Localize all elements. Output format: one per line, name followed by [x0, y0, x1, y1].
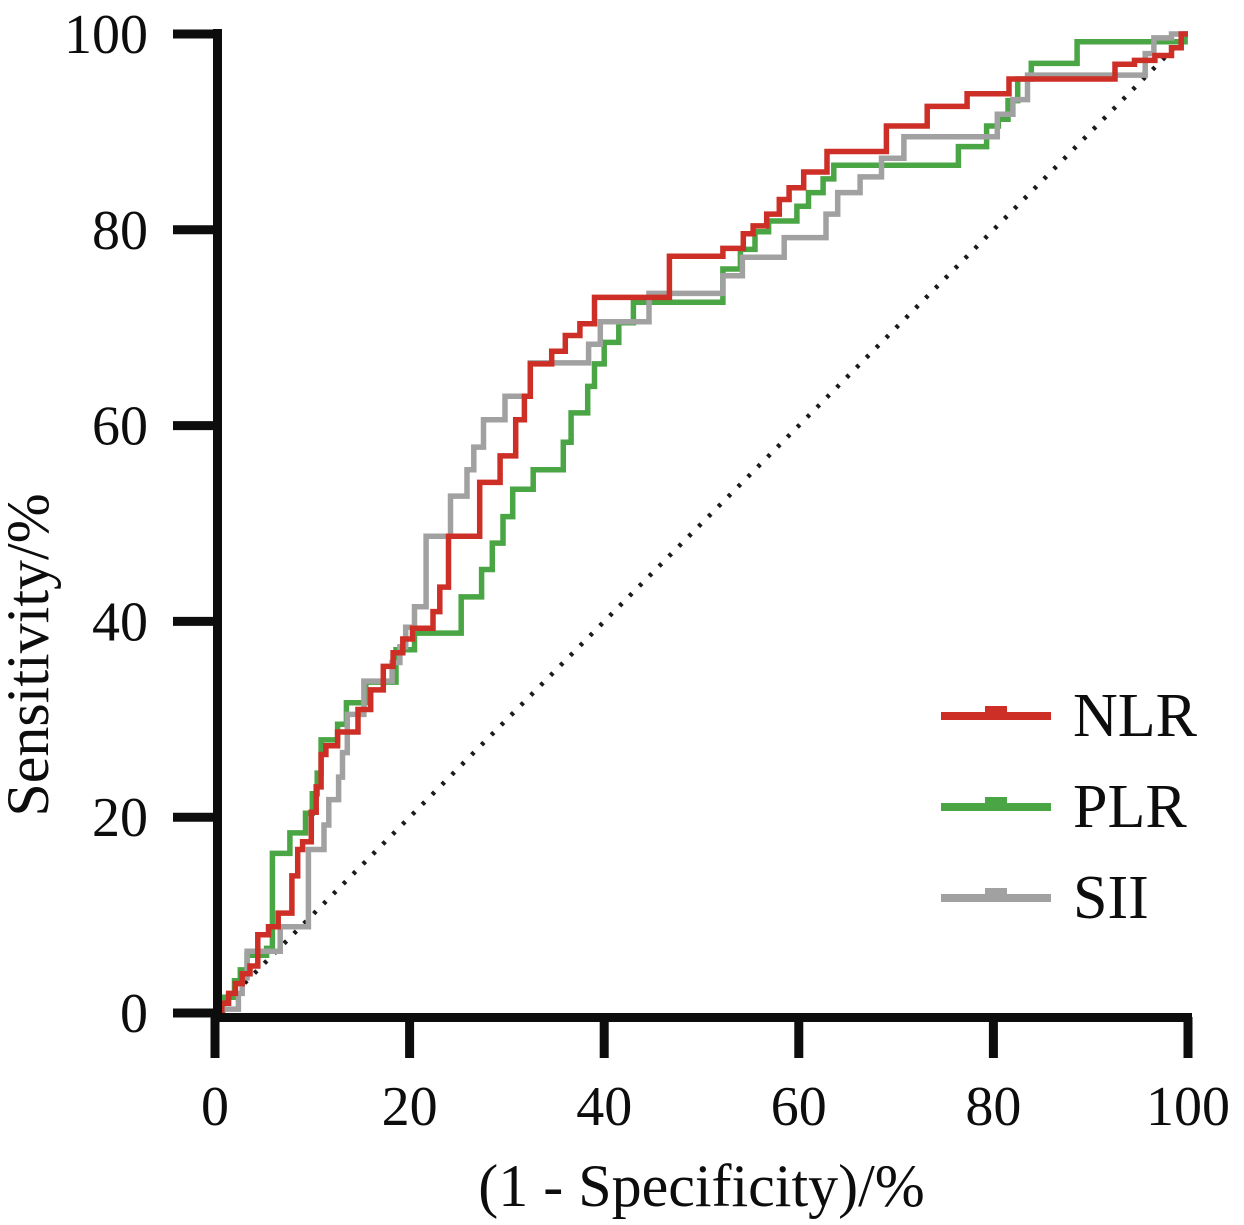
x-tick-label-60: 60: [771, 1076, 827, 1138]
legend-item-nlr: NLR: [941, 670, 1197, 761]
x-tick-label-80: 80: [965, 1076, 1021, 1138]
legend-item-sii: SII: [941, 852, 1197, 943]
legend: NLR PLR SII: [941, 670, 1197, 943]
x-tick-label-40: 40: [576, 1076, 632, 1138]
legend-label-sii: SII: [1073, 863, 1149, 932]
legend-label-plr: PLR: [1073, 772, 1187, 841]
x-tick-label-0: 0: [201, 1076, 229, 1138]
y-tick-label-100: 100: [64, 4, 148, 66]
x-tick-label-100: 100: [1146, 1076, 1230, 1138]
x-tick-label-20: 20: [382, 1076, 438, 1138]
y-tick-label-20: 20: [92, 787, 148, 849]
legend-item-plr: PLR: [941, 761, 1197, 852]
y-tick-label-40: 40: [92, 591, 148, 653]
plr-line-swatch-icon: [941, 796, 1051, 811]
y-tick-label-80: 80: [92, 200, 148, 262]
sii-line-swatch-icon: [941, 887, 1051, 902]
legend-label-nlr: NLR: [1073, 681, 1197, 750]
sii-step-bump-icon: [985, 887, 1007, 895]
roc-curve-nlr: [215, 31, 1188, 1016]
x-axis-title: (1 - Specificity)/%: [478, 1153, 925, 1219]
y-tick-label-0: 0: [120, 983, 148, 1045]
plr-step-bump-icon: [985, 796, 1007, 804]
chance-diagonal-line: [213, 32, 1190, 1015]
y-tick-label-60: 60: [92, 396, 148, 458]
nlr-step-bump-icon: [985, 705, 1007, 713]
nlr-line-swatch-icon: [941, 705, 1051, 720]
roc-curve-sii: [214, 31, 1188, 1016]
roc-curve-plr: [215, 31, 1188, 1016]
y-axis-title: Sensitivity/%: [0, 493, 61, 817]
